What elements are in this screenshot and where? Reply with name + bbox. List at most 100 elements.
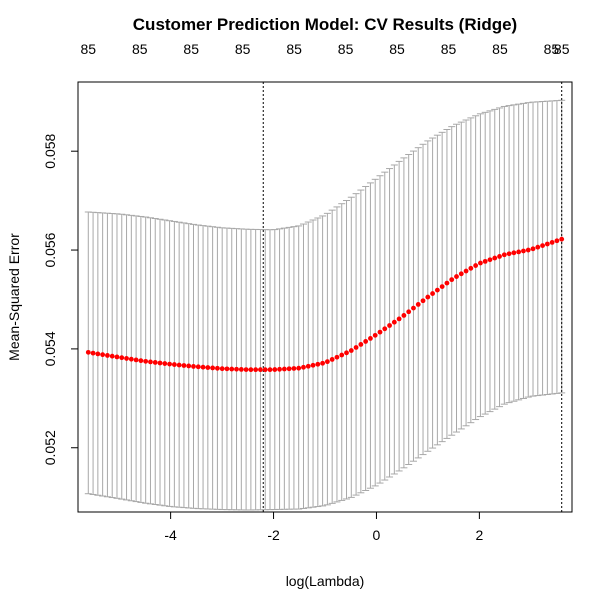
mse-point bbox=[238, 367, 244, 372]
top-axis-label: 85 bbox=[235, 41, 251, 57]
mse-point bbox=[152, 360, 158, 365]
mse-point bbox=[540, 243, 545, 249]
y-tick-label: 0.058 bbox=[42, 133, 58, 168]
x-tick-label: 0 bbox=[373, 527, 381, 543]
mse-point bbox=[368, 335, 373, 341]
x-axis-label: log(Lambda) bbox=[286, 573, 365, 589]
mse-point bbox=[521, 248, 526, 254]
mse-point bbox=[449, 277, 455, 283]
mse-point bbox=[391, 319, 397, 325]
mse-point bbox=[186, 363, 192, 369]
mse-point bbox=[262, 367, 268, 373]
mse-point bbox=[492, 255, 498, 261]
mse-point bbox=[401, 313, 407, 318]
mse-point bbox=[387, 323, 392, 328]
mse-point bbox=[353, 345, 359, 350]
top-axis-label: 85 bbox=[492, 41, 508, 57]
mse-point bbox=[339, 352, 345, 358]
mse-point bbox=[406, 309, 412, 315]
mse-point bbox=[138, 358, 144, 364]
mse-point bbox=[219, 366, 225, 372]
y-axis: 0.052 0.054 0.056 0.058 bbox=[42, 133, 78, 465]
mse-point bbox=[425, 294, 431, 300]
mse-point bbox=[358, 342, 364, 347]
mse-point bbox=[506, 251, 512, 257]
mse-point bbox=[396, 316, 402, 322]
mse-point bbox=[310, 362, 316, 368]
mse-point bbox=[200, 364, 206, 370]
mse-point bbox=[215, 365, 220, 371]
x-tick-label: -2 bbox=[267, 527, 280, 543]
x-tick-label: 2 bbox=[475, 527, 483, 543]
mse-point bbox=[535, 244, 541, 250]
chart-title: Customer Prediction Model: CV Results (R… bbox=[133, 15, 517, 34]
mse-point bbox=[128, 356, 134, 362]
mse-point bbox=[434, 287, 440, 293]
top-axis-label: 85 bbox=[389, 41, 405, 57]
mse-point bbox=[171, 362, 177, 367]
x-axis: -4 -2 0 2 bbox=[164, 512, 483, 543]
mse-point bbox=[444, 280, 450, 286]
top-axis-label: 85 bbox=[183, 41, 199, 57]
mse-point bbox=[415, 302, 421, 307]
mse-point bbox=[458, 271, 464, 277]
top-axis-label: 85 bbox=[81, 41, 97, 57]
mse-point bbox=[176, 362, 182, 368]
mse-point bbox=[148, 359, 153, 365]
mse-point bbox=[277, 366, 282, 372]
mse-point bbox=[554, 238, 560, 244]
mse-point bbox=[124, 356, 129, 361]
mse-point bbox=[248, 367, 254, 373]
mse-point bbox=[334, 354, 340, 360]
y-axis-label: Mean-Squared Error bbox=[6, 233, 22, 361]
mse-point bbox=[315, 361, 321, 367]
mse-point bbox=[468, 265, 474, 271]
mse-point bbox=[286, 366, 292, 372]
mse-point bbox=[114, 354, 120, 360]
mse-point bbox=[363, 339, 369, 344]
mse-point bbox=[95, 351, 101, 357]
mse-point bbox=[473, 263, 479, 268]
mse-point bbox=[105, 353, 110, 358]
plot-frame bbox=[77, 81, 573, 513]
mse-point bbox=[181, 363, 187, 368]
mse-point bbox=[430, 291, 435, 296]
mse-point bbox=[224, 366, 230, 372]
mse-point bbox=[530, 246, 536, 252]
mse-point bbox=[320, 360, 326, 366]
mse-point bbox=[281, 366, 287, 372]
mse-point bbox=[478, 260, 483, 266]
mse-point bbox=[497, 254, 502, 259]
mse-point bbox=[162, 361, 168, 366]
mse-point bbox=[90, 350, 96, 356]
mse-point bbox=[253, 367, 259, 373]
top-axis-label: 85 bbox=[338, 41, 354, 57]
x-tick-label: -4 bbox=[164, 527, 177, 543]
mse-point bbox=[109, 353, 115, 359]
mse-point bbox=[205, 365, 211, 370]
mse-point bbox=[372, 332, 378, 338]
mse-point bbox=[167, 361, 172, 367]
mse-point bbox=[210, 365, 216, 371]
mse-point bbox=[559, 236, 565, 242]
mse-point bbox=[544, 241, 550, 247]
mse-point bbox=[305, 363, 311, 369]
mse-point bbox=[243, 367, 249, 372]
mse-point bbox=[234, 366, 239, 372]
mse-point bbox=[258, 367, 263, 373]
mse-point bbox=[525, 247, 531, 253]
top-axis-label: 85 bbox=[554, 41, 570, 57]
mse-point bbox=[420, 298, 426, 304]
mse-point bbox=[511, 250, 517, 256]
mse-point bbox=[133, 357, 139, 363]
mse-point bbox=[143, 358, 149, 364]
mse-point bbox=[516, 249, 522, 255]
mse-point bbox=[487, 257, 493, 263]
mse-point bbox=[229, 366, 235, 372]
mse-point bbox=[296, 365, 302, 371]
mse-point bbox=[382, 326, 388, 332]
mse-point bbox=[85, 349, 91, 355]
mse-points bbox=[85, 236, 565, 373]
